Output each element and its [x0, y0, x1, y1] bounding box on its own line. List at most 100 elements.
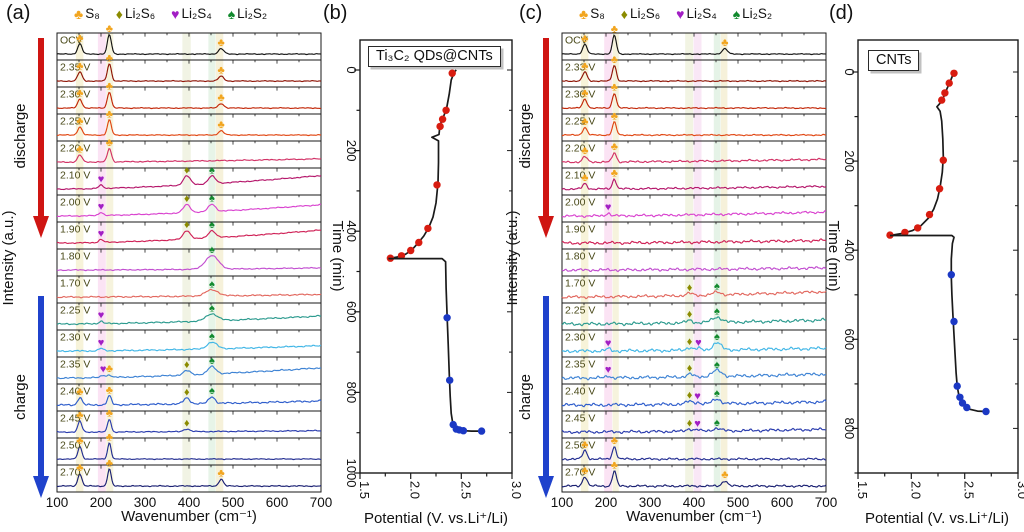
li2s4-marker-icon: ♥	[694, 418, 701, 430]
s8-marker-icon: ♣	[106, 431, 113, 443]
voltage-label: OCV	[565, 35, 588, 47]
spectrum-a-9	[56, 288, 322, 299]
li2s2-marker-icon: ♠	[714, 331, 720, 343]
s8-marker-icon: ♣	[579, 5, 589, 22]
voltage-label: 2.70 V	[565, 467, 595, 479]
li2s4-marker-icon: ♥	[98, 337, 105, 349]
s8-marker-icon: ♣	[76, 462, 83, 474]
legend-item-li2s4: ♥ Li₂S₄	[676, 6, 717, 21]
li2s6-marker-icon: ♦	[184, 193, 190, 205]
li2s2-marker-icon: ♠	[209, 244, 215, 256]
s8-marker-icon: ♣	[106, 80, 113, 92]
x-tick-label: 300	[639, 495, 662, 510]
li2s2-marker-icon: ♠	[714, 359, 720, 371]
li2s4-marker-icon: ♥	[605, 202, 612, 214]
voltage-label: 1.80 V	[565, 251, 595, 263]
spectrum-c-2	[561, 93, 827, 110]
spectrum-c-3	[562, 121, 827, 137]
spectrum-c-15	[561, 446, 827, 462]
voltage-label: 2.25 V	[565, 305, 595, 317]
voltage-label: 2.25 V	[565, 116, 595, 128]
charge-data-point	[443, 314, 451, 322]
charge-data-point	[982, 407, 990, 416]
spectrum-a-3	[56, 119, 322, 137]
s8-marker-icon: ♣	[76, 88, 83, 100]
discharge-data-point	[950, 69, 958, 78]
x-tick-label: 700	[815, 495, 838, 510]
spectrum-c-9	[561, 290, 827, 300]
charge-data-point	[477, 427, 486, 435]
li2s6-marker-icon: ♦	[184, 359, 190, 371]
s8-marker-icon: ♣	[76, 60, 83, 72]
li2s6-marker-icon: ♦	[687, 309, 693, 321]
discharge-data-point	[448, 69, 456, 77]
li2s4-marker-icon: ♥	[695, 337, 702, 349]
s8-marker-icon: ♣	[106, 363, 113, 375]
discharge-arrow-c	[538, 38, 554, 238]
s8-marker-icon: ♣	[721, 37, 728, 49]
time-tick-label: 600	[842, 328, 857, 350]
charge-data-point	[446, 376, 454, 384]
spectrum-c-16	[561, 470, 827, 488]
spectrum-c-5	[561, 178, 827, 191]
voltage-label: 2.40 V	[60, 386, 90, 398]
voltage-label: 1.90 V	[60, 224, 90, 236]
charge-curve-b	[388, 257, 482, 432]
li2s6-marker-icon: ♦	[620, 5, 628, 22]
s8-marker-icon: ♣	[74, 5, 84, 22]
discharge-data-point	[941, 89, 949, 97]
spectrum-c-4	[561, 152, 827, 164]
time-tick-label: 200	[842, 150, 857, 172]
voltage-label: 2.25 V	[60, 305, 90, 317]
discharge-data-point	[415, 238, 423, 247]
spectrum-c-10	[561, 316, 827, 327]
discharge-data-point	[901, 228, 909, 237]
charge-curve-d	[890, 234, 987, 413]
panel-b-letter: (b)	[323, 2, 348, 24]
s8-marker-icon: ♣	[581, 172, 588, 184]
voltage-label: 2.50 V	[565, 440, 595, 452]
s8-marker-icon: ♣	[217, 37, 224, 49]
x-tick-label: 200	[595, 495, 618, 510]
discharge-data-point	[925, 210, 934, 219]
li2s6-marker-icon: ♦	[184, 164, 190, 176]
s8-marker-icon: ♣	[217, 468, 224, 480]
s8-marker-icon: ♣	[76, 386, 83, 398]
x-tick-label: 100	[551, 495, 574, 510]
voltage-label: 1.70 V	[565, 278, 595, 290]
li2s2-marker-icon: ♠	[209, 193, 215, 205]
spectrum-a-0	[56, 33, 322, 56]
potential-tick-label: 3.0	[509, 481, 524, 499]
voltage-label: 2.35 V	[60, 62, 90, 74]
discharge-data-point	[914, 224, 922, 232]
li2s4-marker-icon: ♥	[605, 337, 612, 349]
voltage-label: 2.00 V	[565, 197, 595, 209]
s8-marker-icon: ♣	[217, 92, 224, 104]
s8-marker-icon: ♣	[581, 88, 588, 100]
s8-marker-icon: ♣	[611, 141, 618, 153]
discharge-data-point	[945, 79, 953, 87]
s8-marker-icon: ♣	[611, 168, 618, 180]
spectrum-a-15	[56, 442, 322, 461]
discharge-data-point	[939, 156, 947, 164]
legend-label-s8: S₈	[85, 6, 100, 21]
potential-tick-label: 3.0	[1015, 481, 1024, 499]
voltage-label: 2.45 V	[565, 413, 595, 425]
panel-a-stack: OCV 2.35 V 2.30 V 2.25 V 2.20 V 2.10 V 2.00 V 1…	[46, 23, 333, 510]
x-tick-label: 500	[727, 495, 750, 510]
s8-marker-icon: ♣	[106, 108, 113, 120]
spectrum-a-14	[56, 418, 321, 434]
li2s6-marker-icon: ♦	[687, 282, 693, 294]
voltage-label: 2.35 V	[565, 359, 595, 371]
spectrum-a-16	[56, 468, 322, 488]
time-tick-label: 200	[344, 140, 359, 162]
charge-arrow-a	[33, 296, 49, 498]
spectrum-c-7	[561, 238, 827, 246]
voltage-label: 2.10 V	[565, 170, 595, 182]
spectrum-c-6	[561, 210, 827, 219]
legend-panel-c: ♣ S₈ ♦ Li₂S₆ ♥ Li₂S₄ ♠ Li₂S₂	[579, 6, 772, 21]
spectrum-c-14	[561, 426, 827, 435]
s8-marker-icon: ♣	[581, 145, 588, 157]
wavenumber-axis-title-c: Wavenumber (cm⁻¹)	[626, 508, 762, 525]
